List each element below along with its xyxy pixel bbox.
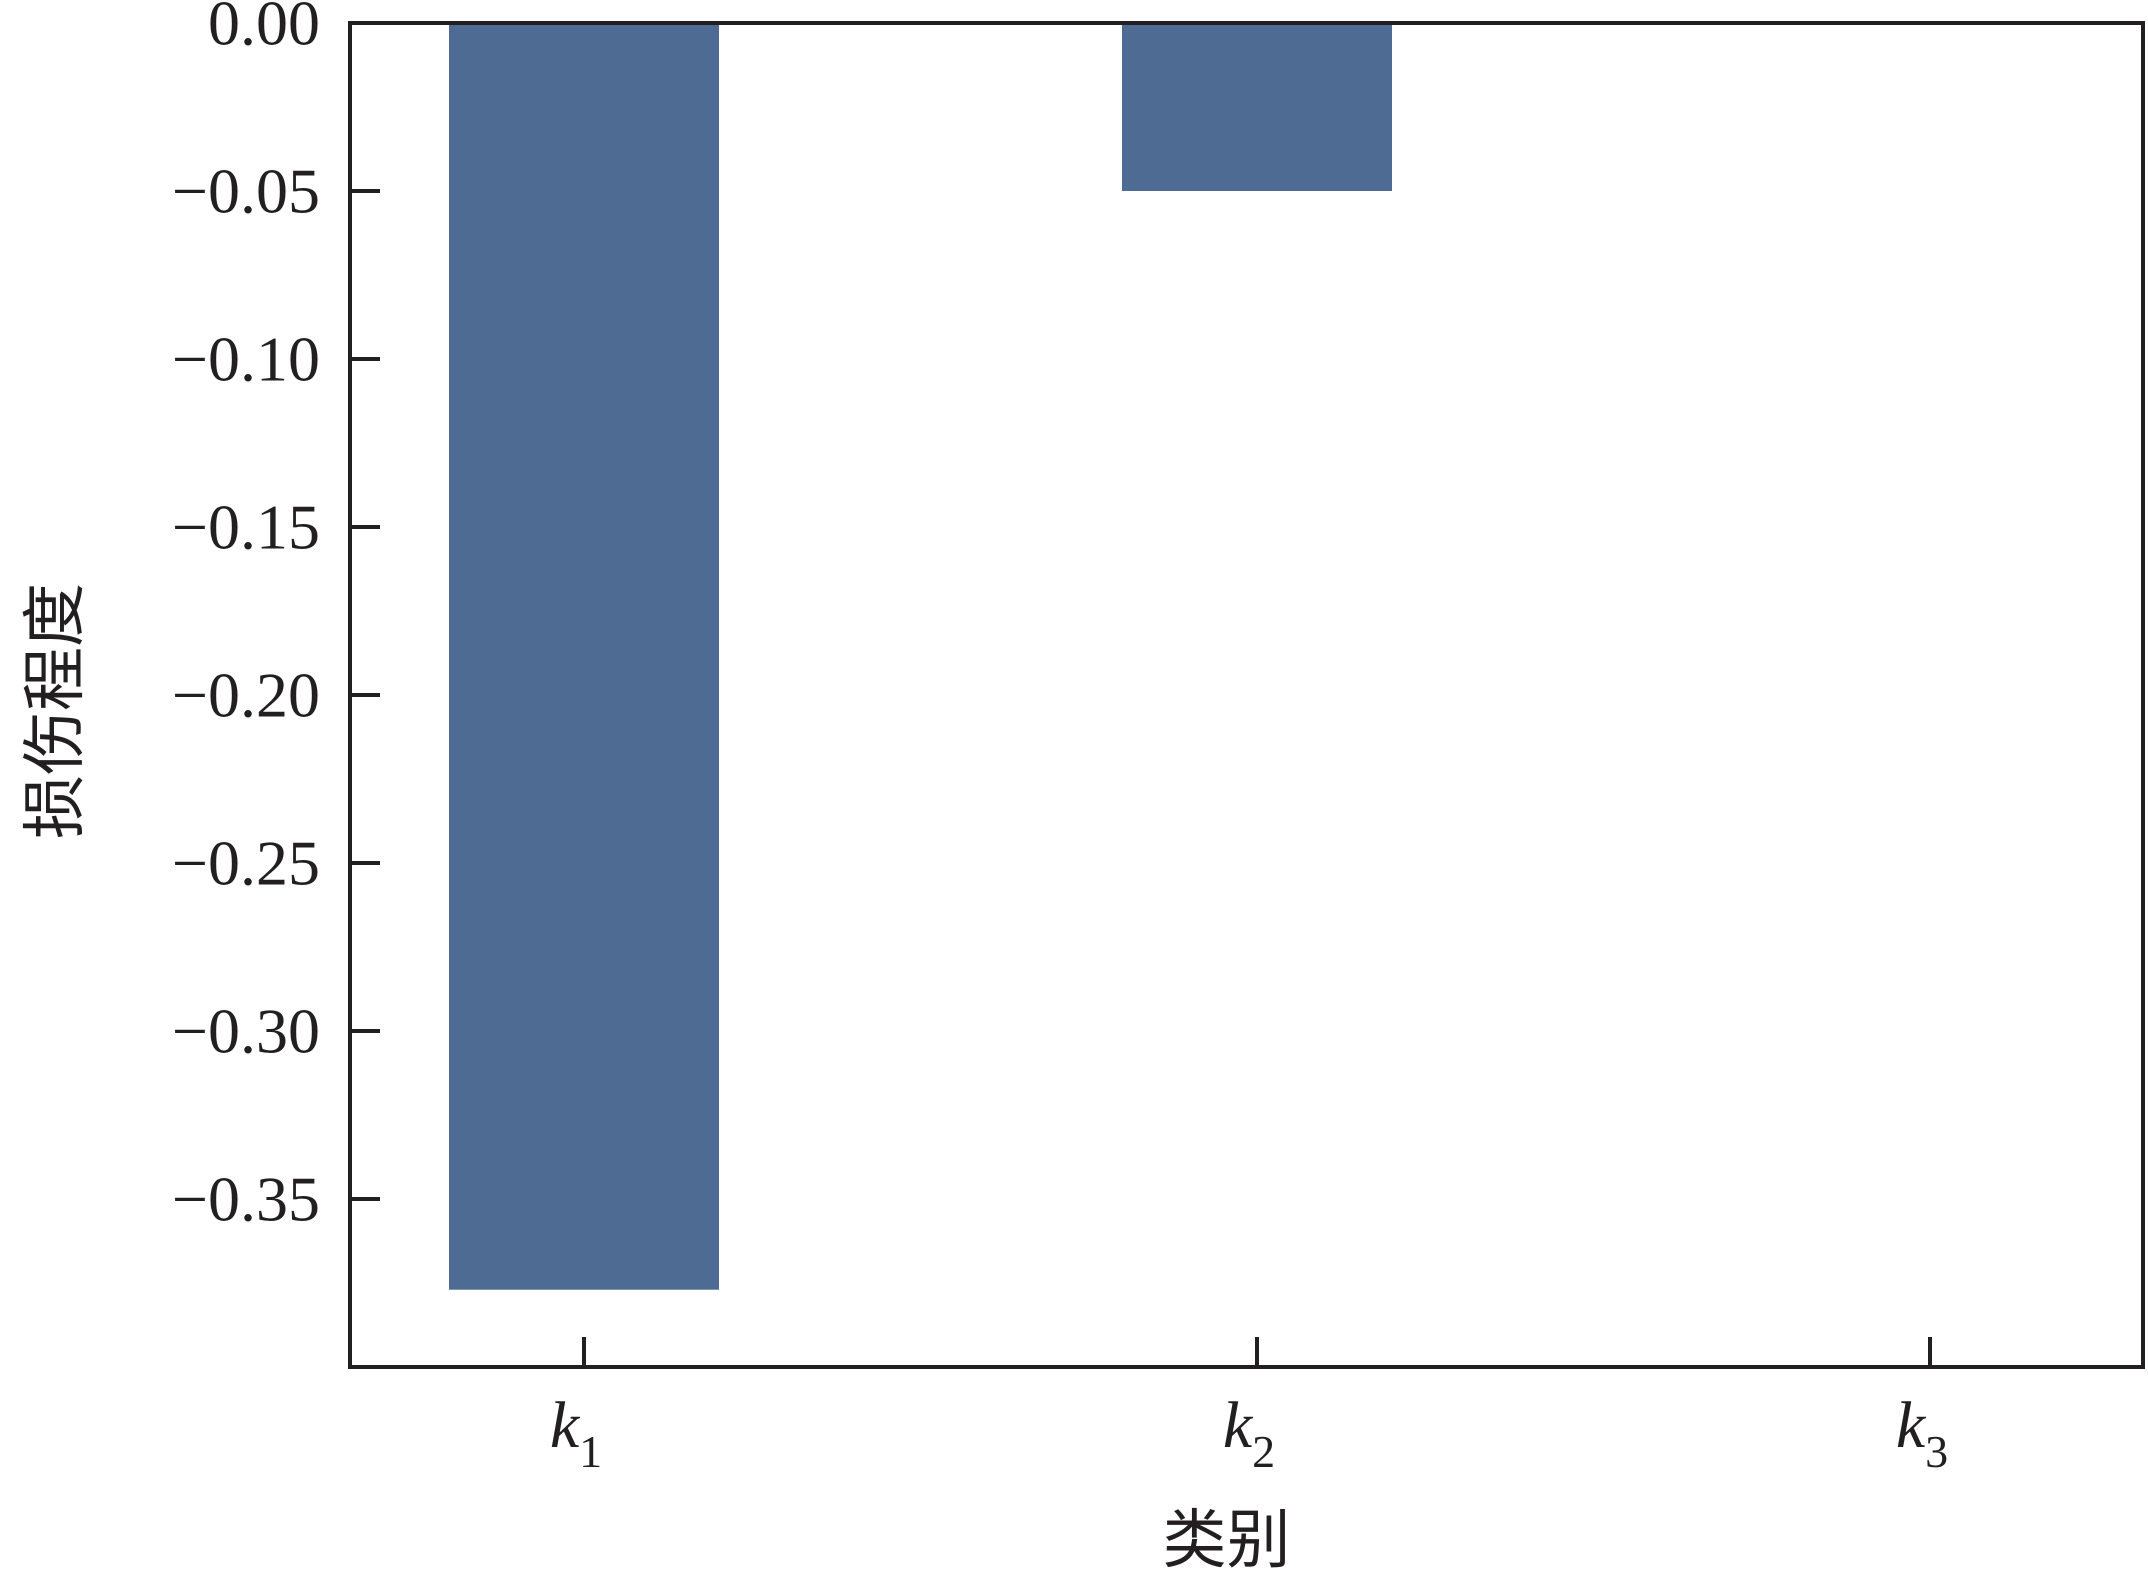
y-axis: 0.00 −0.05 −0.10 −0.15 −0.20 −0.25 −0.30 −0.35	[172, 0, 380, 1235]
x-tick-label: k3	[1896, 1389, 1948, 1477]
bar-k1	[449, 23, 719, 1290]
bars-group	[449, 23, 1392, 1290]
y-axis-label: 损伤程度	[19, 583, 93, 839]
y-tick-label: −0.05	[172, 156, 320, 227]
x-tick-label: k2	[1223, 1389, 1275, 1477]
y-tick-label: −0.15	[172, 492, 320, 563]
bar-k2	[1122, 23, 1392, 191]
y-tick-label: −0.25	[172, 828, 320, 899]
x-tick-label: k1	[550, 1389, 602, 1477]
y-tick-label: −0.20	[172, 660, 320, 731]
y-tick-label: −0.10	[172, 324, 320, 395]
x-axis: k1 k2 k3	[550, 1337, 1948, 1477]
y-tick-label: −0.30	[172, 996, 320, 1067]
x-axis-label: 类别	[1163, 1504, 1291, 1578]
y-tick-label: 0.00	[208, 0, 320, 59]
y-tick-label: −0.35	[172, 1164, 320, 1235]
